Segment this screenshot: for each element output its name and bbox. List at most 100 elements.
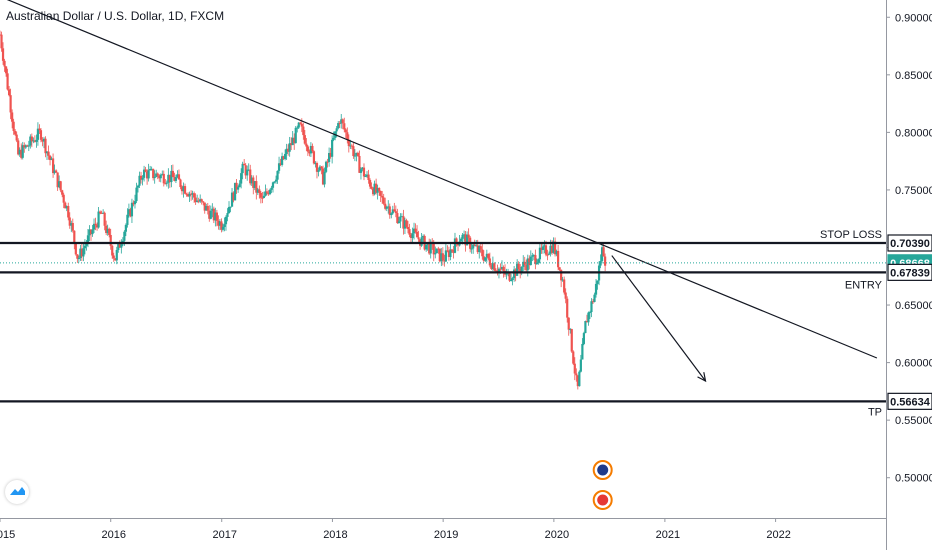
candle-up [223,224,226,227]
candle-down [473,244,476,246]
candle-up [429,241,432,254]
arrow-line[interactable] [611,255,707,382]
candle-up [593,294,596,302]
candle-down [467,234,470,238]
candle-down [560,269,563,281]
candle-down [111,245,114,256]
candle-up [532,255,535,257]
candle-up [124,224,127,232]
candle-down [183,186,187,194]
candle-up [271,182,275,188]
candle-up [205,206,208,211]
candle-up [500,266,504,269]
candle-down [564,292,567,299]
candle-up [277,163,281,171]
candle-down [370,186,373,189]
candle-down [312,151,316,164]
price-label-box [887,392,932,410]
candle-down [546,254,549,256]
candle-down [20,149,23,158]
candle-down [73,230,76,244]
candle-up [150,168,153,170]
candle-up [214,212,217,221]
candle-up [136,185,140,188]
candle-down [591,301,595,303]
candle-down [306,146,309,152]
candle-down [158,175,161,179]
candle-down [259,192,262,198]
candle-down [494,270,498,272]
candle-down [382,197,385,204]
price-axis[interactable]: 0.900000.850000.800000.750000.700000.650… [886,0,932,550]
candle-up [328,153,331,162]
candle-up [92,223,96,230]
candle-up [434,253,437,255]
candle-up [294,127,297,144]
candle-down [356,152,360,156]
candle-down [338,123,341,125]
candle-down [308,151,311,154]
candle-down [279,163,282,165]
x-tick-label: 2019 [434,529,458,541]
candle-up [359,169,363,173]
candle-down [553,241,557,255]
candle-down [405,220,408,227]
candle-down [352,146,355,157]
candle-down [287,148,290,152]
candle-up [32,140,35,142]
candle-down [344,129,347,133]
candle-down [114,258,117,261]
candle-down [51,158,55,174]
trendline[interactable] [0,0,878,359]
x-tick-label: 2022 [766,529,790,541]
candle-down [358,155,361,173]
candle-down [408,229,411,235]
candle-down [235,182,238,190]
time-axis[interactable]: 2015 2016 2017 2018 2019 2020 2021 2022 [0,518,886,541]
candle-down [406,226,410,230]
x-tick-label: 2021 [656,529,680,541]
candle-down [265,191,269,193]
candle-up [233,182,237,201]
candle-down [71,223,74,231]
candle-up [50,158,53,160]
candle-up [274,179,278,182]
candle-down [446,250,449,252]
candle-down [30,136,33,142]
tradingview-logo-icon[interactable] [5,480,29,504]
candle-up [590,301,593,313]
candle-down [258,189,261,193]
candle-up [552,241,555,253]
candle-down [103,212,106,226]
candle-up [27,145,30,147]
candle-up [581,343,584,360]
candle-down [315,163,319,172]
candle-up [229,206,232,208]
candle-up [403,220,407,229]
candle-up [218,221,222,226]
candle-down [212,208,215,221]
candle-up [115,249,118,261]
x-tick-label: 2017 [212,529,236,541]
candle-down [108,228,111,235]
candle-up [453,238,457,253]
candle-down [179,179,182,188]
candle-down [519,268,522,272]
candle-up [513,269,516,279]
candle-down [168,174,171,183]
candle-down [558,267,561,270]
candle-down [438,248,441,262]
candle-down [7,89,11,96]
candle-down [320,166,323,169]
candle-up [147,170,150,179]
candle-down [193,193,196,198]
candle-down [523,261,526,265]
candle-up [385,207,388,209]
candle-down [396,213,399,224]
candle-down [525,264,528,271]
candle-down [23,145,26,148]
candle-down [9,95,12,113]
candle-up [246,169,249,176]
candle-up [120,244,123,248]
